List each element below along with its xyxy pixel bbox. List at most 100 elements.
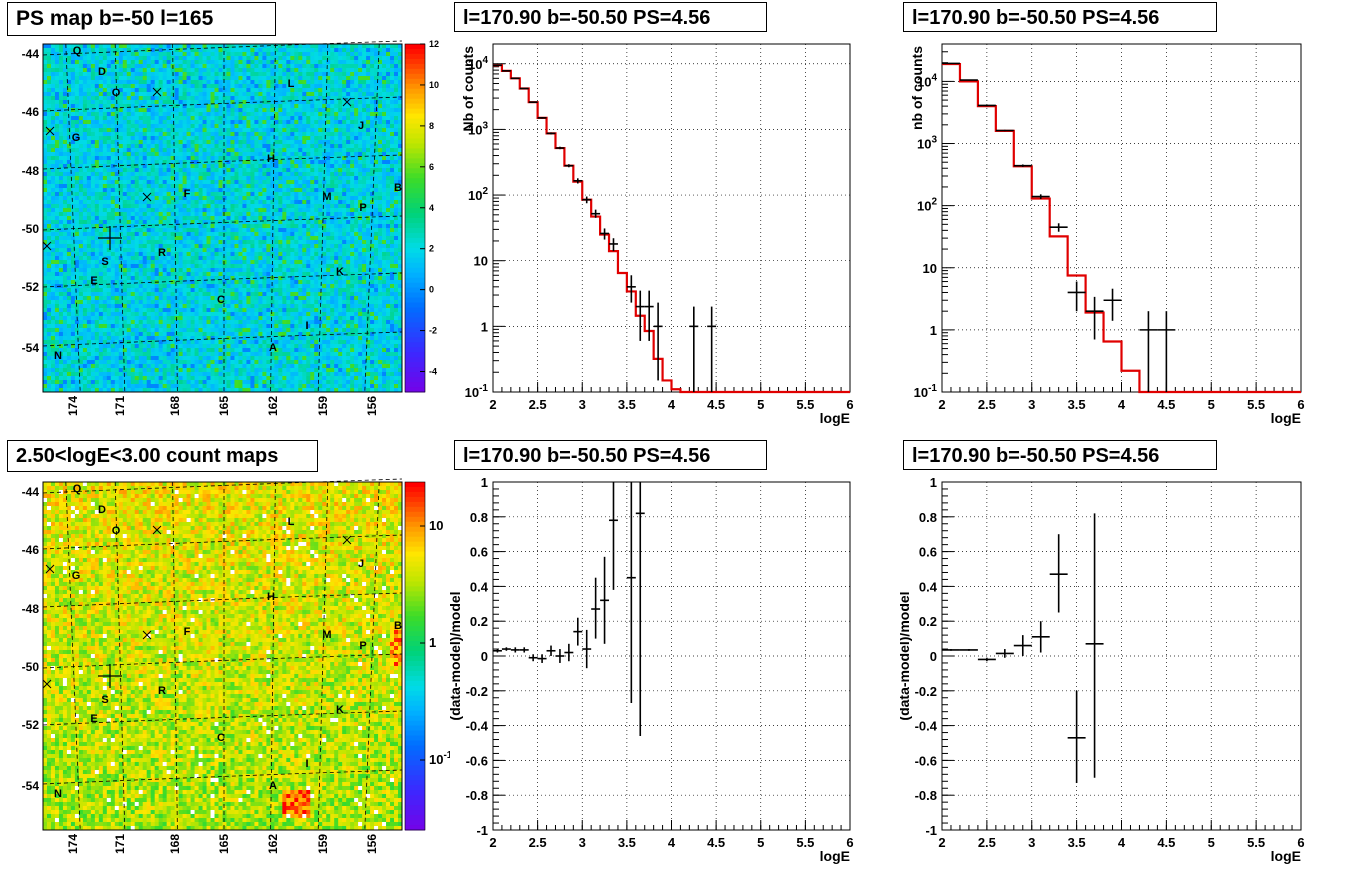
heatmap-cell	[334, 72, 339, 77]
heatmap-cell	[270, 96, 275, 101]
heatmap-cell	[274, 108, 279, 113]
heatmap-cell	[350, 104, 355, 109]
heatmap-cell	[298, 220, 303, 225]
heatmap-cell	[214, 48, 219, 53]
heatmap-cell	[382, 56, 387, 61]
heatmap-cell	[294, 212, 299, 217]
heatmap-cell	[186, 248, 191, 253]
heatmap-cell	[314, 56, 319, 61]
heatmap-cell	[43, 252, 48, 257]
heatmap-cell	[178, 128, 184, 133]
heatmap-cell	[206, 132, 211, 137]
heatmap-cell	[182, 148, 187, 153]
heatmap-cell	[170, 196, 176, 201]
heatmap-cell	[178, 172, 184, 177]
heatmap-cell	[250, 104, 255, 109]
heatmap-cell	[82, 248, 88, 253]
heatmap-cell	[66, 176, 72, 181]
heatmap-cell	[278, 100, 283, 105]
heatmap-cell	[90, 180, 96, 185]
heatmap-cell	[118, 192, 124, 197]
heatmap-cell	[130, 72, 136, 77]
heatmap-cell	[102, 76, 108, 81]
heatmap-cell	[126, 188, 132, 193]
heatmap-cell	[378, 160, 383, 165]
heatmap-cell	[258, 252, 263, 257]
heatmap-cell	[254, 152, 259, 157]
heatmap-cell	[114, 200, 120, 205]
heatmap-cell	[210, 200, 215, 205]
heatmap-cell	[82, 92, 88, 97]
heatmap-cell	[166, 192, 172, 197]
heatmap-cell	[222, 72, 227, 77]
heatmap-cell	[306, 172, 311, 177]
heatmap-cell	[118, 112, 124, 117]
heatmap-cell	[138, 208, 144, 213]
heatmap-cell	[62, 160, 68, 165]
heatmap-cell	[134, 164, 140, 169]
heatmap-cell	[86, 164, 92, 169]
heatmap-cell	[206, 116, 211, 121]
heatmap-cell	[162, 100, 168, 105]
heatmap-cell	[98, 180, 104, 185]
heatmap-cell	[206, 168, 211, 173]
heatmap-cell	[138, 164, 144, 169]
heatmap-cell	[118, 84, 124, 89]
heatmap-cell	[394, 216, 399, 221]
heatmap-cell	[310, 176, 315, 181]
heatmap-cell	[62, 156, 68, 161]
heatmap-cell	[358, 180, 363, 185]
heatmap-cell	[110, 260, 116, 265]
heatmap-cell	[154, 92, 160, 97]
heatmap-cell	[382, 156, 387, 161]
heatmap-cell	[214, 164, 219, 169]
heatmap-cell	[386, 112, 391, 117]
heatmap-cell	[126, 100, 132, 105]
heatmap-cell	[282, 68, 287, 73]
heatmap-cell	[250, 144, 255, 149]
heatmap-cell	[326, 88, 331, 93]
heatmap-cell	[46, 148, 52, 153]
heatmap-cell	[398, 80, 403, 85]
heatmap-cell	[90, 156, 96, 161]
heatmap-cell	[310, 192, 315, 197]
heatmap-cell	[66, 88, 72, 93]
heatmap-cell	[302, 200, 307, 205]
heatmap-cell	[242, 196, 247, 201]
heatmap-cell	[166, 72, 172, 77]
heatmap-cell	[254, 156, 259, 161]
heatmap-cell	[286, 140, 291, 145]
heatmap-cell	[242, 200, 247, 205]
heatmap-cell	[90, 132, 96, 137]
heatmap-cell	[194, 244, 199, 249]
heatmap-cell	[198, 264, 203, 269]
heatmap-cell	[246, 76, 251, 81]
heatmap-cell	[206, 196, 211, 201]
heatmap-cell	[58, 220, 64, 225]
heatmap-cell	[74, 52, 80, 57]
heatmap-cell	[102, 120, 108, 125]
heatmap-cell	[358, 252, 363, 257]
heatmap-cell	[326, 80, 331, 85]
heatmap-cell	[262, 260, 267, 265]
heatmap-cell	[238, 80, 243, 85]
heatmap-cell	[182, 152, 187, 157]
heatmap-cell	[62, 164, 68, 169]
heatmap-cell	[230, 68, 235, 73]
heatmap-cell	[306, 124, 311, 129]
heatmap-cell	[338, 240, 343, 245]
heatmap-cell	[78, 108, 84, 113]
heatmap-cell	[270, 168, 275, 173]
heatmap-cell	[374, 196, 379, 201]
heatmap-cell	[254, 144, 259, 149]
heatmap-cell	[94, 168, 100, 173]
heatmap-cell	[382, 144, 387, 149]
heatmap-cell	[182, 92, 187, 97]
heatmap-cell	[270, 72, 275, 77]
heatmap-cell	[238, 148, 243, 153]
heatmap-cell	[206, 236, 211, 241]
heatmap-cell	[230, 152, 235, 157]
heatmap-cell	[326, 104, 331, 109]
heatmap-cell	[114, 144, 120, 149]
heatmap-cell	[222, 112, 227, 117]
